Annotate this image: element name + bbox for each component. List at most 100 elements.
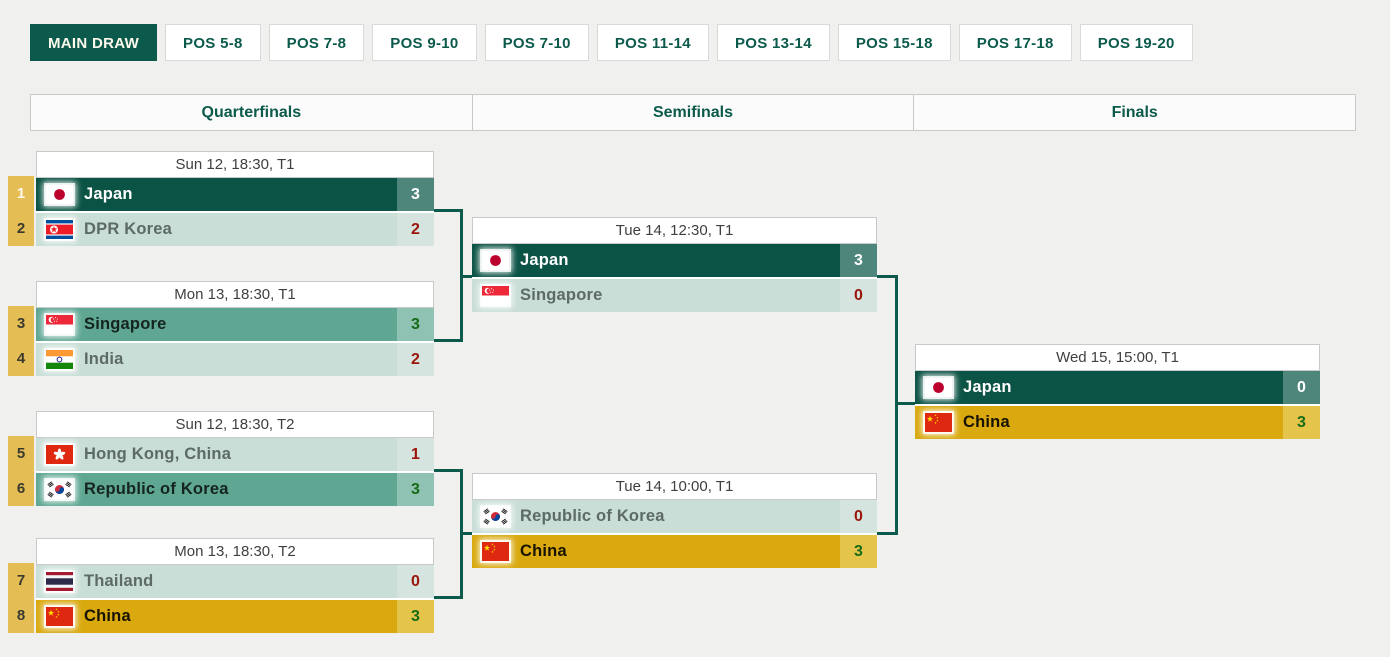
- team-row-singapore[interactable]: Singapore 0: [472, 277, 877, 312]
- match-schedule: Mon 13, 18:30, T2: [36, 538, 434, 565]
- team-score: 2: [397, 343, 434, 376]
- team-name: Hong Kong, China: [84, 445, 232, 463]
- seed-number: 7: [8, 563, 34, 598]
- match-quarterfinal-2: Mon 13, 18:30, T1 3 Singapore 3 4 India …: [8, 281, 434, 376]
- match-quarterfinal-4: Mon 13, 18:30, T2 7 Thailand 0 8 China 3: [8, 538, 434, 633]
- match-quarterfinal-1: Sun 12, 18:30, T1 1 Japan 3 2 DPR Korea …: [8, 151, 434, 246]
- column-header-semifinals: Semifinals: [471, 94, 915, 131]
- team-name: China: [963, 413, 1010, 431]
- flag-dpr-korea-icon: [46, 220, 73, 239]
- flag-china-icon: [925, 413, 952, 432]
- flag-south-korea-icon: [482, 507, 509, 526]
- team-row-dpr-korea[interactable]: 2 DPR Korea 2: [8, 211, 434, 246]
- bracket-connector: [434, 339, 463, 342]
- bracket-connector: [434, 209, 463, 212]
- flag-japan-icon: [482, 251, 509, 270]
- seed-number: 1: [8, 176, 34, 211]
- team-name: Singapore: [520, 286, 603, 304]
- match-schedule: Mon 13, 18:30, T1: [36, 281, 434, 308]
- team-score: 3: [397, 308, 434, 341]
- team-name: DPR Korea: [84, 220, 172, 238]
- bracket-connector: [460, 532, 472, 535]
- tab-pos-19-20[interactable]: POS 19-20: [1079, 24, 1193, 61]
- seed-number: 5: [8, 436, 34, 471]
- team-name: Singapore: [84, 315, 167, 333]
- match-semifinal-1: Tue 14, 12:30, T1 Japan 3 Singapore 0: [472, 217, 877, 312]
- tab-pos-7-8[interactable]: POS 7-8: [268, 24, 365, 61]
- flag-thailand-icon: [46, 572, 73, 591]
- seed-number: 8: [8, 598, 34, 633]
- team-row-hong-kong[interactable]: 5 Hong Kong, China 1: [8, 436, 434, 471]
- flag-china-icon: [482, 542, 509, 561]
- team-row-singapore[interactable]: 3 Singapore 3: [8, 306, 434, 341]
- team-score: 3: [840, 535, 877, 568]
- bracket-connector: [877, 532, 898, 535]
- team-row-japan[interactable]: Japan 0: [915, 371, 1320, 404]
- team-score: 3: [397, 600, 434, 633]
- match-final: Wed 15, 15:00, T1 Japan 0 China 3: [915, 344, 1320, 439]
- team-name: Republic of Korea: [84, 480, 229, 498]
- flag-japan-icon: [46, 185, 73, 204]
- tab-pos-15-18[interactable]: POS 15-18: [837, 24, 951, 61]
- team-score: 3: [1283, 406, 1320, 439]
- team-name: China: [84, 607, 131, 625]
- flag-china-icon: [46, 607, 73, 626]
- team-score: 0: [840, 279, 877, 312]
- team-name: India: [84, 350, 124, 368]
- team-row-china[interactable]: 8 China 3: [8, 598, 434, 633]
- column-header-quarterfinals: Quarterfinals: [30, 94, 473, 131]
- draw-tab-bar: MAIN DRAW POS 5-8 POS 7-8 POS 9-10 POS 7…: [30, 24, 1193, 61]
- column-header-finals: Finals: [913, 94, 1357, 131]
- seed-number: 6: [8, 471, 34, 506]
- team-score: 0: [840, 500, 877, 533]
- flag-singapore-icon: [482, 286, 509, 305]
- bracket-connector: [877, 275, 898, 278]
- seed-number: 4: [8, 341, 34, 376]
- team-name: Thailand: [84, 572, 154, 590]
- team-row-republic-of-korea[interactable]: Republic of Korea 0: [472, 500, 877, 533]
- match-schedule: Tue 14, 12:30, T1: [472, 217, 877, 244]
- team-row-japan[interactable]: Japan 3: [472, 244, 877, 277]
- tab-pos-11-14[interactable]: POS 11-14: [596, 24, 709, 61]
- match-quarterfinal-3: Sun 12, 18:30, T2 5 Hong Kong, China 1 6…: [8, 411, 434, 506]
- match-schedule: Wed 15, 15:00, T1: [915, 344, 1320, 371]
- seed-number: 2: [8, 211, 34, 246]
- team-score: 0: [397, 565, 434, 598]
- tab-pos-17-18[interactable]: POS 17-18: [958, 24, 1072, 61]
- flag-india-icon: [46, 350, 73, 369]
- flag-south-korea-icon: [46, 480, 73, 499]
- team-score: 1: [397, 438, 434, 471]
- match-schedule: Sun 12, 18:30, T2: [36, 411, 434, 438]
- bracket-connector: [895, 402, 915, 405]
- tab-pos-7-10[interactable]: POS 7-10: [484, 24, 589, 61]
- match-schedule: Sun 12, 18:30, T1: [36, 151, 434, 178]
- tab-main-draw[interactable]: MAIN DRAW: [30, 24, 158, 61]
- match-schedule: Tue 14, 10:00, T1: [472, 473, 877, 500]
- bracket-connector: [895, 275, 898, 535]
- flag-hong-kong-icon: [46, 445, 73, 464]
- tab-pos-9-10[interactable]: POS 9-10: [372, 24, 477, 61]
- team-name: Japan: [520, 251, 569, 269]
- team-row-china[interactable]: China 3: [472, 533, 877, 568]
- tab-pos-13-14[interactable]: POS 13-14: [716, 24, 830, 61]
- team-score: 2: [397, 213, 434, 246]
- team-score: 0: [1283, 371, 1320, 404]
- team-score: 3: [840, 244, 877, 277]
- team-row-thailand[interactable]: 7 Thailand 0: [8, 563, 434, 598]
- team-row-republic-of-korea[interactable]: 6 Republic of Korea 3: [8, 471, 434, 506]
- seed-number: 3: [8, 306, 34, 341]
- team-row-india[interactable]: 4 India 2: [8, 341, 434, 376]
- team-name: Republic of Korea: [520, 507, 665, 525]
- team-name: Japan: [84, 185, 133, 203]
- team-score: 3: [397, 178, 434, 211]
- team-row-china[interactable]: China 3: [915, 404, 1320, 439]
- bracket-connector: [434, 469, 463, 472]
- tab-pos-5-8[interactable]: POS 5-8: [165, 24, 261, 61]
- team-name: Japan: [963, 378, 1012, 396]
- team-name: China: [520, 542, 567, 560]
- flag-japan-icon: [925, 378, 952, 397]
- bracket-connector: [460, 275, 472, 278]
- bracket-connector: [434, 596, 463, 599]
- team-row-japan[interactable]: 1 Japan 3: [8, 176, 434, 211]
